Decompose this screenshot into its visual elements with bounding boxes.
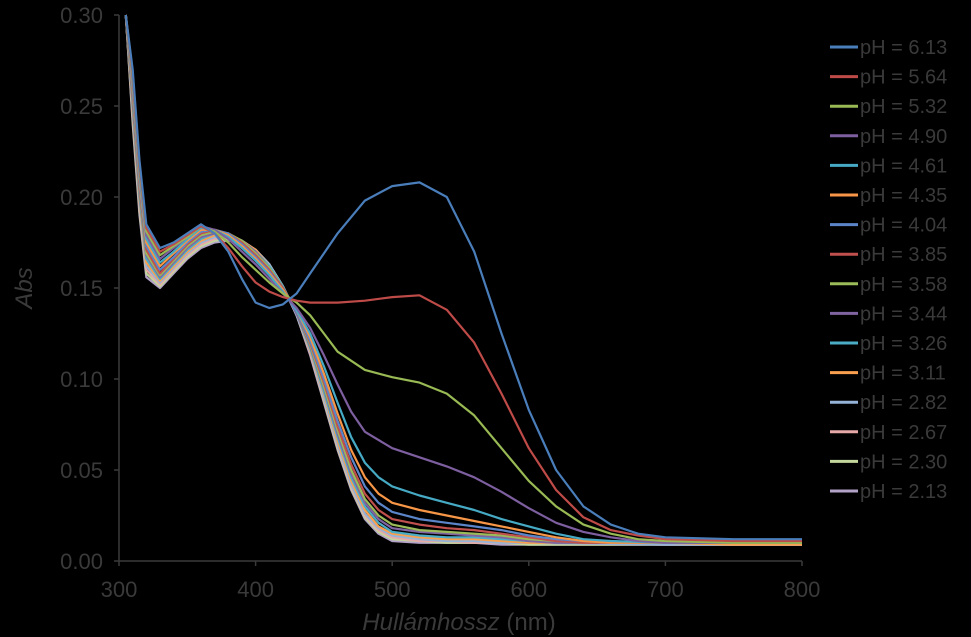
- series-line-2: [124, 14, 802, 543]
- legend-label: pH = 3.44: [860, 303, 947, 325]
- legend-label: pH = 6.13: [860, 37, 947, 59]
- series-line-7: [124, 14, 802, 544]
- legend-label: pH = 4.61: [860, 155, 947, 177]
- legend-label: pH = 3.58: [860, 274, 947, 296]
- series-line-5: [124, 14, 802, 544]
- x-tick-label: 400: [237, 577, 274, 602]
- y-tick-label: 0.20: [60, 185, 103, 210]
- legend-label: pH = 3.11: [860, 363, 946, 385]
- series-line-3: [124, 14, 802, 544]
- x-axis-title: Hullámhossz (nm): [362, 609, 555, 636]
- y-tick-label: 0.15: [60, 276, 103, 301]
- legend-label: pH = 2.82: [860, 392, 947, 414]
- series-line-1: [124, 14, 802, 541]
- y-tick-label: 0.00: [60, 549, 103, 574]
- legend-label: pH = 2.30: [860, 451, 947, 473]
- x-axis-title-unit: (nm): [500, 609, 556, 636]
- legend-label: pH = 3.85: [860, 244, 947, 266]
- y-tick-label: 0.30: [60, 3, 103, 28]
- legend-label: pH = 4.90: [860, 126, 947, 148]
- legend: pH = 6.13 pH = 5.64 pH = 5.32 pH = 4.90 pH =…: [830, 37, 947, 503]
- legend-label: pH = 5.32: [860, 96, 947, 118]
- x-tick-label: 800: [784, 577, 821, 602]
- y-tick-labels: 0.00 0.05 0.10 0.15 0.20 0.25 0.30: [60, 3, 119, 574]
- series-line-6: [124, 14, 802, 544]
- y-tick-label: 0.25: [60, 94, 103, 119]
- legend-label: pH = 4.04: [860, 215, 947, 237]
- legend-label: pH = 3.26: [860, 333, 947, 355]
- y-tick-label: 0.05: [60, 458, 103, 483]
- legend-label: pH = 4.35: [860, 185, 947, 207]
- x-tick-label: 600: [510, 577, 547, 602]
- x-tick-label: 700: [647, 577, 684, 602]
- x-tick-label: 300: [101, 577, 138, 602]
- legend-label: pH = 2.13: [860, 481, 947, 503]
- legend-label: pH = 2.67: [860, 422, 947, 444]
- x-axis-title-name: Hullámhossz: [362, 609, 499, 636]
- y-axis-title: Abs: [11, 267, 38, 310]
- series-layer: [124, 14, 802, 546]
- legend-label: pH = 5.64: [860, 67, 947, 89]
- x-tick-label: 500: [374, 577, 411, 602]
- x-tick-labels: 300 400 500 600 700 800: [101, 561, 821, 602]
- y-tick-label: 0.10: [60, 367, 103, 392]
